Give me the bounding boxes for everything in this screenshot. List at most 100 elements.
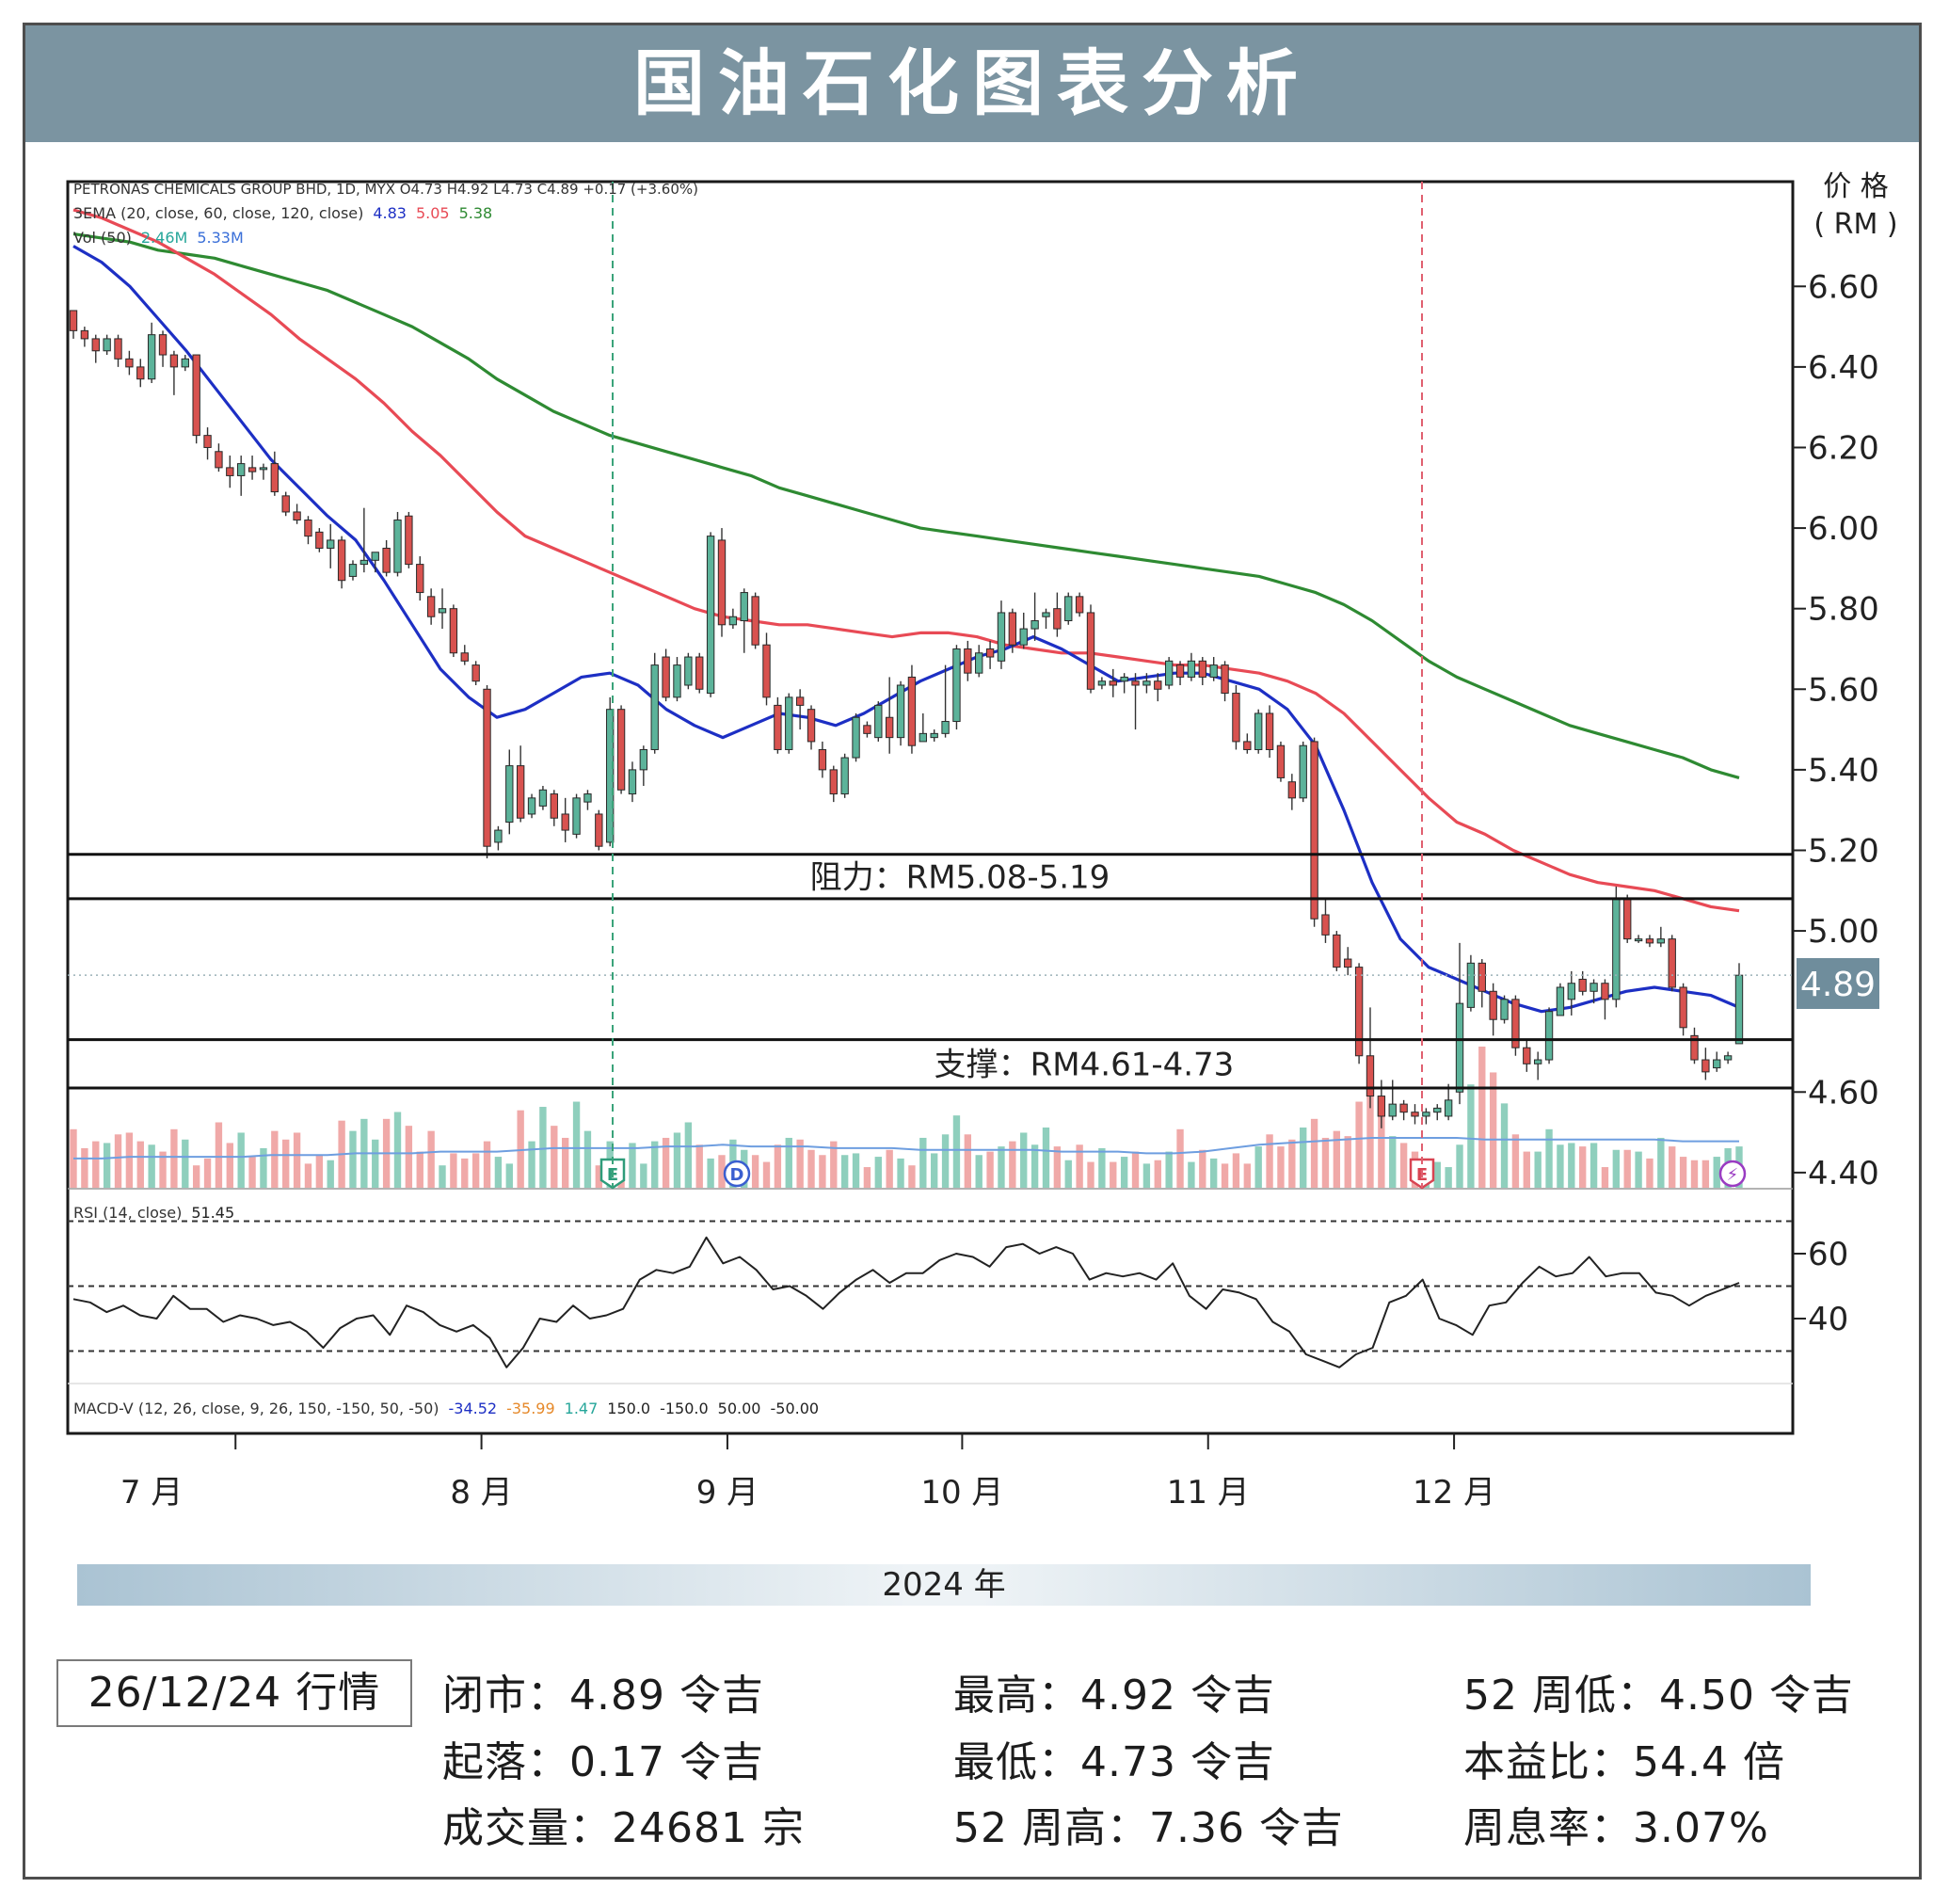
vol-ma-value: 5.33M xyxy=(197,229,243,247)
candle xyxy=(259,463,268,480)
volume-bar xyxy=(1176,1128,1184,1188)
volume-bar xyxy=(1232,1153,1240,1188)
candle-body xyxy=(348,564,358,577)
volume-bar xyxy=(528,1141,535,1188)
volume-bar xyxy=(1142,1163,1151,1188)
candle xyxy=(1701,1048,1710,1080)
candle-body xyxy=(1209,664,1218,678)
candle-body xyxy=(740,592,748,622)
macd-value-3: 1.47 xyxy=(565,1400,599,1417)
volume-bar xyxy=(1087,1161,1094,1188)
candle-body xyxy=(762,644,771,698)
volume-bar xyxy=(237,1132,245,1188)
candle-body xyxy=(1544,1011,1554,1061)
candle-body xyxy=(1097,680,1107,686)
volume-bar xyxy=(1456,1144,1463,1188)
ema-legend-label: 3EMA (20, close, 60, close, 120, close) xyxy=(73,204,363,222)
volume-bar xyxy=(662,1137,670,1188)
candle-body xyxy=(1489,990,1497,1020)
candle-body xyxy=(1478,962,1486,992)
volume-bar xyxy=(751,1155,759,1188)
date-label: 26/12/24 行情 xyxy=(56,1659,412,1727)
candle xyxy=(695,652,704,694)
vol-value: 2.46M xyxy=(141,229,187,247)
candle-body xyxy=(896,684,905,739)
candle xyxy=(1523,1039,1531,1072)
volume-bar xyxy=(931,1153,938,1188)
candle xyxy=(538,786,548,810)
candle-body xyxy=(416,564,424,594)
candle-body xyxy=(1120,676,1128,682)
candle-body xyxy=(795,696,805,706)
candle xyxy=(1333,931,1341,971)
candle-body xyxy=(1422,1112,1430,1117)
volume-bar xyxy=(1669,1146,1676,1188)
volume-bar xyxy=(718,1155,726,1188)
candle xyxy=(1321,898,1330,943)
ema120-line xyxy=(72,232,1740,779)
price-tick-label: 5.00 xyxy=(1808,913,1879,951)
volume-bar xyxy=(1098,1147,1106,1188)
volume-bar xyxy=(840,1155,849,1188)
candle-body xyxy=(337,539,346,582)
candle-body xyxy=(628,769,637,795)
macd-value-1: -34.52 xyxy=(449,1400,498,1417)
candle xyxy=(1120,673,1128,694)
volume-bar xyxy=(1288,1139,1296,1188)
candle xyxy=(561,797,569,842)
volume-bar xyxy=(226,1143,233,1188)
price-axis-title-1: 价 格 xyxy=(1823,170,1889,203)
month-label: 7 月 xyxy=(120,1474,183,1512)
volume-bar xyxy=(1534,1151,1542,1188)
volume-bar xyxy=(1623,1149,1631,1188)
candle xyxy=(1175,661,1185,685)
volume-bar xyxy=(517,1110,524,1188)
candle xyxy=(818,741,827,778)
candle xyxy=(1533,1051,1542,1080)
candle xyxy=(169,350,179,395)
candle-body xyxy=(1287,781,1297,799)
candle-body xyxy=(1042,612,1050,617)
candle-body xyxy=(616,709,626,791)
candle xyxy=(572,793,581,839)
candle xyxy=(583,790,592,810)
candle-body xyxy=(717,539,727,626)
volume-bar xyxy=(170,1128,178,1188)
volume-bar xyxy=(651,1141,659,1188)
candle xyxy=(426,588,436,625)
candle-body xyxy=(1668,938,1676,988)
candle xyxy=(1287,774,1297,810)
candle-body xyxy=(1321,914,1330,936)
candle xyxy=(1444,1083,1453,1121)
volume-bar xyxy=(1378,1108,1385,1188)
candle xyxy=(1645,935,1654,948)
candle-body xyxy=(1399,1103,1408,1113)
candle-body xyxy=(818,748,827,771)
candle-body xyxy=(1086,612,1095,690)
volume-bar xyxy=(886,1149,893,1188)
volume-bar xyxy=(1310,1118,1318,1188)
volume-bar xyxy=(897,1158,904,1188)
price-tick-label: 6.20 xyxy=(1808,429,1879,467)
candle-body xyxy=(405,515,413,566)
ema-lines xyxy=(72,208,1740,1014)
volume-bar xyxy=(1131,1151,1140,1188)
candle xyxy=(1656,926,1666,948)
candle xyxy=(125,350,134,376)
volume-ma-line xyxy=(73,1137,1739,1160)
volume-bar xyxy=(785,1137,792,1188)
volume-bar xyxy=(1467,1084,1475,1188)
candle-body xyxy=(728,616,738,626)
candle-body xyxy=(393,520,402,573)
vol-legend: Vol (50) 2.46M 5.33M xyxy=(73,229,244,247)
candle-body xyxy=(561,813,569,831)
candle-body xyxy=(930,732,938,739)
day-high: 最高：4.92 令吉 xyxy=(953,1672,1275,1720)
volume-bar xyxy=(1635,1151,1642,1188)
candle-body xyxy=(1388,1103,1397,1117)
candle-body xyxy=(1310,741,1318,920)
candle xyxy=(1354,963,1364,1064)
candle-body xyxy=(695,656,704,690)
candle xyxy=(1154,673,1162,702)
volume-bar xyxy=(1020,1132,1028,1188)
